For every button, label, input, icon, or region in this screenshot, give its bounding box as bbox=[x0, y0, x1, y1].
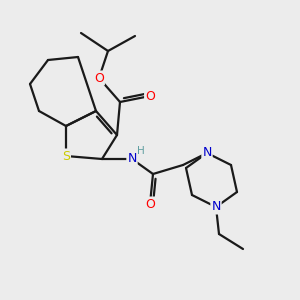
Text: H: H bbox=[136, 146, 144, 156]
Text: N: N bbox=[202, 146, 212, 160]
Text: O: O bbox=[145, 197, 155, 211]
Text: S: S bbox=[62, 149, 70, 163]
Text: N: N bbox=[211, 200, 221, 214]
Text: O: O bbox=[145, 89, 155, 103]
Text: O: O bbox=[94, 71, 104, 85]
Text: N: N bbox=[127, 152, 137, 166]
